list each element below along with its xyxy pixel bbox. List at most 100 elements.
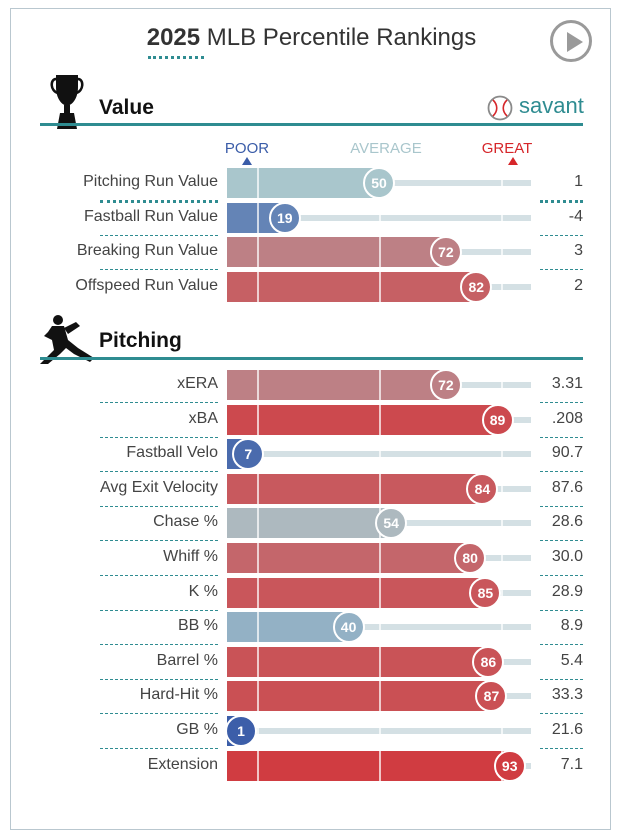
row-label: GB % xyxy=(176,721,218,738)
percentile-tick xyxy=(257,577,260,608)
row-separator xyxy=(540,609,583,611)
percentile-tick xyxy=(379,577,381,608)
percentile-tick xyxy=(379,716,381,746)
row-separator xyxy=(100,678,218,680)
percentile-tick xyxy=(379,612,381,643)
percentile-bubble[interactable]: 19 xyxy=(268,201,301,234)
percentile-tick xyxy=(379,439,381,470)
row-separator xyxy=(100,402,218,403)
row-label: Whiff % xyxy=(163,548,218,565)
row-separator xyxy=(100,713,218,715)
percentile-bubble[interactable]: 72 xyxy=(429,236,462,269)
percentile-tick xyxy=(500,508,503,539)
scale-great-label: GREAT xyxy=(481,140,533,157)
row-value: 28.6 xyxy=(551,513,583,531)
percentile-tick xyxy=(379,543,381,573)
percentile-bar xyxy=(227,168,379,198)
percentile-tick xyxy=(257,508,260,539)
percentile-tick xyxy=(500,439,503,470)
percentile-bubble[interactable]: 87 xyxy=(475,680,508,713)
scale-poor-marker xyxy=(242,157,252,165)
percentile-bar xyxy=(227,271,477,302)
row-separator xyxy=(540,748,583,749)
percentile-tick xyxy=(379,202,381,233)
row-separator xyxy=(100,436,218,438)
percentile-bar xyxy=(227,681,492,712)
percentile-bubble[interactable]: 50 xyxy=(363,167,395,199)
percentile-tick xyxy=(257,168,260,198)
section-rule-value xyxy=(40,123,583,126)
percentile-tick xyxy=(257,202,260,233)
percentile-bubble[interactable]: 89 xyxy=(481,403,514,436)
percentile-tick xyxy=(379,271,381,302)
percentile-bar xyxy=(227,646,489,677)
percentile-tick xyxy=(257,473,260,504)
row-label: BB % xyxy=(177,617,218,635)
percentile-tick xyxy=(379,473,381,504)
percentile-tick xyxy=(500,543,503,573)
page-title: 2025 MLB Percentile Rankings xyxy=(0,24,623,52)
percentile-bubble[interactable]: 7 xyxy=(232,438,265,471)
row-separator xyxy=(100,269,218,271)
percentile-bubble[interactable]: 82 xyxy=(460,270,493,303)
percentile-tick xyxy=(257,271,260,302)
title-underline xyxy=(148,56,204,59)
row-separator xyxy=(540,713,583,715)
percentile-tick xyxy=(257,681,260,712)
percentile-bubble[interactable]: 86 xyxy=(472,645,505,678)
percentile-tick xyxy=(257,404,260,435)
percentile-tick xyxy=(379,646,381,677)
row-value: 2 xyxy=(574,276,583,294)
percentile-bubble[interactable]: 93 xyxy=(493,749,526,782)
percentile-bubble[interactable]: 80 xyxy=(454,542,487,574)
savant-brand[interactable]: savant xyxy=(519,93,584,118)
row-label: xBA xyxy=(188,409,218,427)
percentile-bar xyxy=(227,508,392,539)
row-label: xERA xyxy=(177,375,218,392)
row-value: 87.6 xyxy=(551,478,583,496)
percentile-bubble[interactable]: 54 xyxy=(375,507,408,540)
row-value: 28.9 xyxy=(551,582,583,600)
row-label: Extension xyxy=(147,755,218,773)
percentile-tick xyxy=(379,370,381,400)
percentile-tick xyxy=(500,237,503,268)
percentile-bubble[interactable]: 84 xyxy=(466,472,499,505)
percentile-tick xyxy=(379,750,381,781)
percentile-bubble[interactable]: 1 xyxy=(225,715,257,747)
row-value: 21.6 xyxy=(551,721,583,738)
percentile-tick xyxy=(379,237,381,268)
row-separator xyxy=(540,505,583,507)
percentile-bar xyxy=(227,473,483,504)
row-value: 1 xyxy=(574,173,583,190)
percentile-tick xyxy=(257,237,260,268)
row-separator xyxy=(100,505,218,507)
percentile-tick xyxy=(257,646,260,677)
percentile-bubble[interactable]: 72 xyxy=(429,369,462,401)
row-separator xyxy=(540,575,583,576)
row-value: 33.3 xyxy=(551,686,583,704)
percentile-tick xyxy=(500,716,503,746)
row-value: 3.31 xyxy=(551,375,583,392)
row-separator xyxy=(540,269,583,271)
row-separator xyxy=(100,575,218,576)
play-circle-icon[interactable] xyxy=(550,20,592,62)
row-value: 30.0 xyxy=(551,548,583,565)
percentile-bar xyxy=(227,543,471,573)
row-separator xyxy=(540,200,583,203)
row-label: Barrel % xyxy=(156,651,218,669)
row-value: .208 xyxy=(551,409,583,427)
row-separator xyxy=(540,540,583,542)
percentile-tick xyxy=(500,473,503,504)
row-separator xyxy=(100,200,218,203)
row-value: 8.9 xyxy=(560,617,583,635)
percentile-bar xyxy=(227,577,486,608)
row-value: 90.7 xyxy=(551,444,583,462)
percentile-bar xyxy=(227,404,498,435)
percentile-bar xyxy=(227,612,349,643)
row-separator xyxy=(540,234,583,236)
percentile-bubble[interactable]: 40 xyxy=(332,611,365,644)
section-rule-pitching xyxy=(40,357,583,360)
row-label: Breaking Run Value xyxy=(76,242,218,260)
percentile-bubble[interactable]: 85 xyxy=(469,576,502,609)
percentile-tick xyxy=(257,750,260,781)
